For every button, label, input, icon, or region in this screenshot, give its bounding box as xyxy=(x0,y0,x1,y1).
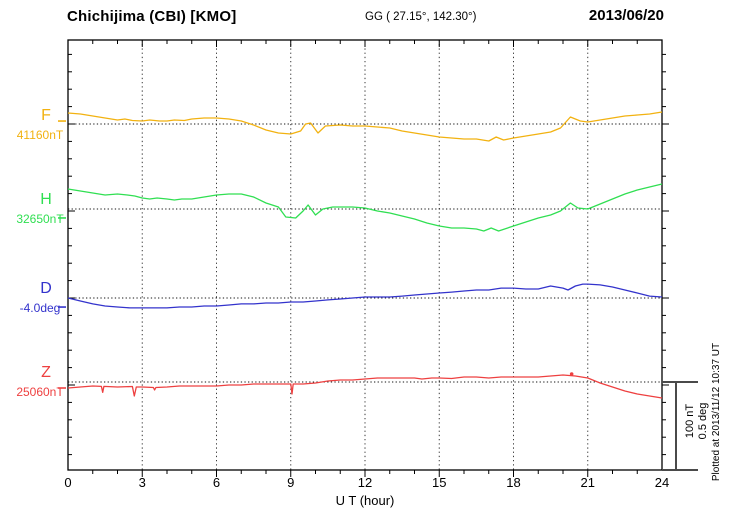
trace-curve-Z xyxy=(67,374,663,399)
plotted-at-label: Plotted at 2013/11/12 10:37 UT xyxy=(711,342,722,482)
x-tick-label-0: 0 xyxy=(64,475,72,490)
x-tick-label-12: 12 xyxy=(357,475,373,490)
trace-label-h: H xyxy=(40,191,52,208)
scale-bar-label-nt: 100 nT xyxy=(684,403,696,439)
trace-label-d: D xyxy=(40,280,52,297)
scale-bar-label-deg: 0.5 deg xyxy=(696,402,709,440)
data-marker-Z xyxy=(569,372,574,376)
geographic-coordinates: GG ( 27.15°, 142.30°) xyxy=(365,11,477,23)
x-tick-label-15: 15 xyxy=(432,475,447,490)
x-tick-label-18: 18 xyxy=(506,475,521,490)
x-tick-label-3: 3 xyxy=(138,475,146,490)
x-axis-title: U T (hour) xyxy=(335,493,395,508)
observation-date: 2013/06/20 xyxy=(588,7,664,24)
x-tick-label-24: 24 xyxy=(654,475,670,490)
x-tick-label-6: 6 xyxy=(212,475,221,490)
trace-reference-h: 32650nT xyxy=(16,212,64,226)
trace-reference-d: -4.0deg xyxy=(19,301,61,315)
trace-curve-F xyxy=(67,111,663,142)
x-tick-label-21: 21 xyxy=(580,475,595,490)
trace-reference-f: 41160nT xyxy=(16,128,64,142)
trace-reference-z: 25060nT xyxy=(16,385,64,399)
trace-curve-D xyxy=(67,283,663,309)
station-title: Chichijima (CBI) [KMO] xyxy=(67,8,237,25)
trace-curve-H xyxy=(67,183,663,232)
scale-bar-label: 100 nT 0.5 deg xyxy=(684,386,710,456)
trace-label-z: Z xyxy=(41,364,51,381)
trace-label-f: F xyxy=(41,107,51,124)
x-tick-label-9: 9 xyxy=(287,475,295,490)
